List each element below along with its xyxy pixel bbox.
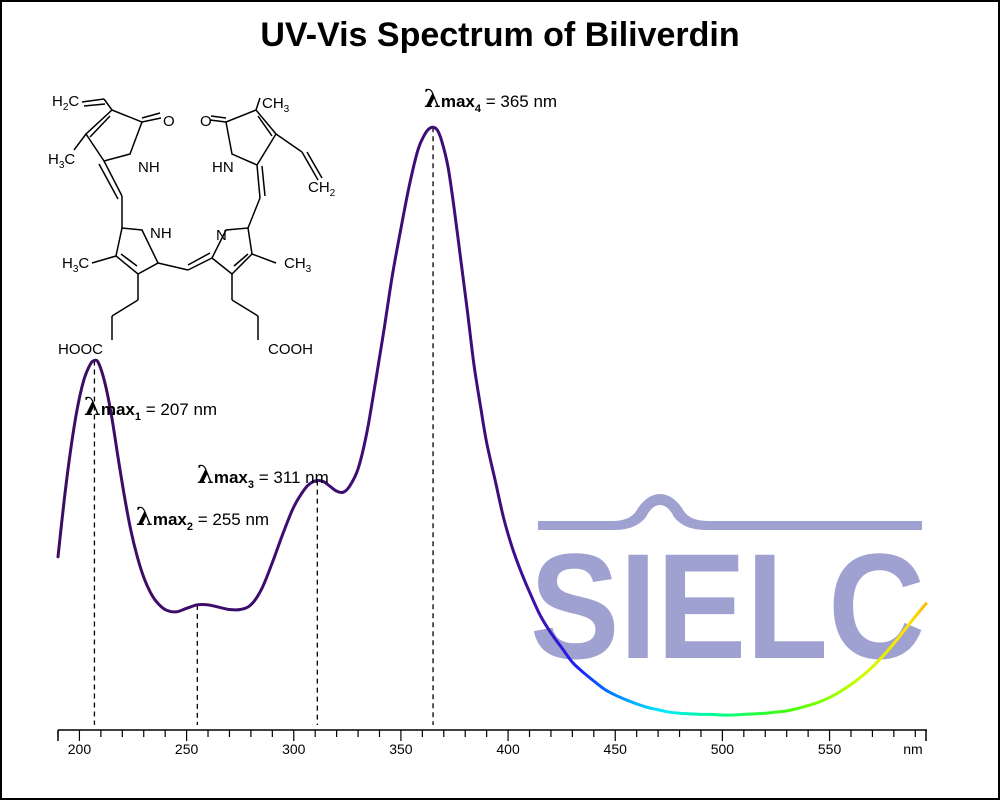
svg-text:CH2: CH2 [308,179,336,199]
x-tick-label: 400 [496,741,520,757]
x-axis-ticks: 200 250 300 350 400 450 500 550 [57,730,916,757]
sielc-watermark: SIELC [530,494,925,690]
peak-3-label: λmax3 = 311 nm [197,460,329,491]
svg-text:H3C: H3C [62,255,89,275]
x-axis: 200 250 300 350 400 450 500 550 nm [57,729,927,757]
x-tick-label: 200 [68,741,92,757]
svg-text:CH3: CH3 [262,95,290,115]
sielc-logo-arc [538,494,922,530]
x-tick-label: 350 [389,741,413,757]
x-axis-unit-label: nm [903,741,922,757]
svg-text:HN: HN [212,159,234,176]
peak-4-label: λmax4 = 365 nm [424,84,557,115]
sielc-logo-text: SIELC [530,522,925,690]
x-tick-label: 450 [604,741,628,757]
peak-2-label: λmax2 = 255 nm [136,502,269,533]
peak-1-label: λmax1 = 207 nm [84,392,217,423]
svg-text:H3C: H3C [48,151,75,171]
svg-text:NH: NH [150,225,172,242]
chart-title: UV-Vis Spectrum of Biliverdin [260,16,739,54]
x-tick-label: 550 [818,741,842,757]
peak-labels: λmax1 = 207 nm λmax2 = 255 nm λmax3 = 311 … [84,84,557,533]
svg-text:CH3: CH3 [284,255,312,275]
biliverdin-atom-labels: H2C O O CH3 H3C NH HN CH2 NH N H3C CH3 H… [48,93,336,358]
svg-text:COOH: COOH [268,341,313,358]
svg-text:H2C: H2C [52,93,79,113]
svg-text:HOOC: HOOC [58,341,103,358]
x-tick-label: 500 [711,741,735,757]
svg-text:N: N [216,227,227,244]
x-tick-label: 250 [175,741,199,757]
biliverdin-structure [73,97,323,340]
svg-text:O: O [163,113,175,130]
svg-text:O: O [200,113,212,130]
spectrum-line [56,125,928,717]
svg-text:NH: NH [138,159,160,176]
x-tick-label: 300 [282,741,306,757]
peak-marker-lines [93,127,434,725]
